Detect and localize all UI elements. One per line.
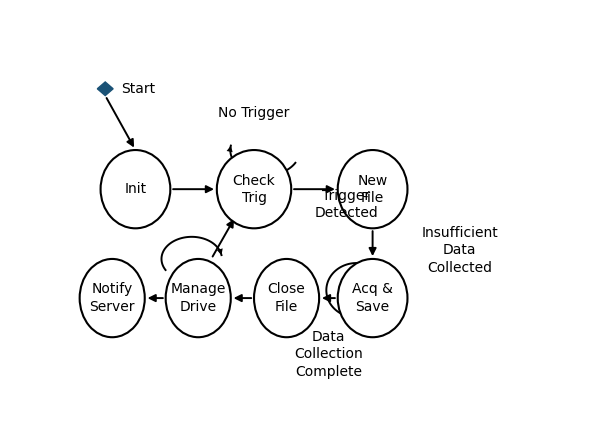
Text: Close
File: Close File [268,282,305,314]
Text: Notify
Server: Notify Server [89,282,135,314]
Text: Data
Collection
Complete: Data Collection Complete [294,330,363,378]
Polygon shape [97,82,113,95]
Text: Trigger
Detected: Trigger Detected [314,189,378,220]
Ellipse shape [217,150,291,229]
Text: Start: Start [121,82,155,96]
Text: Init: Init [124,182,146,196]
Ellipse shape [338,259,407,337]
Ellipse shape [101,150,170,229]
Text: Insufficient
Data
Collected: Insufficient Data Collected [421,226,498,275]
Ellipse shape [338,150,407,229]
Text: Acq &
Save: Acq & Save [352,282,393,314]
Ellipse shape [166,259,231,337]
Text: No Trigger: No Trigger [218,106,290,120]
Text: New
File: New File [358,174,388,205]
Ellipse shape [80,259,145,337]
Text: Manage
Drive: Manage Drive [170,282,226,314]
Ellipse shape [254,259,319,337]
Text: Check
Trig: Check Trig [233,174,275,205]
